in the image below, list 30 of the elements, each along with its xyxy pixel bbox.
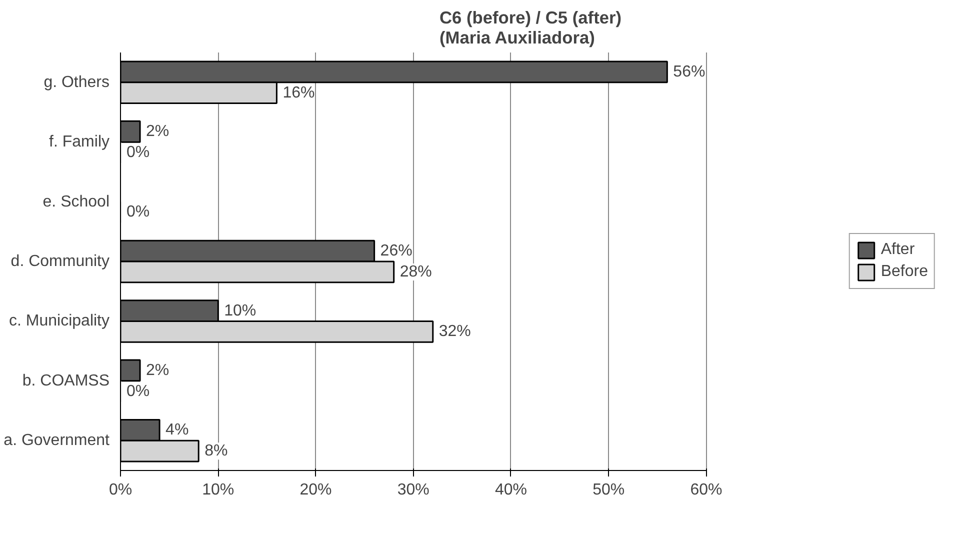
data-label: 28% — [400, 263, 432, 280]
data-label: 2% — [146, 123, 170, 140]
x-tick-label: 60% — [690, 482, 722, 498]
y-tick-label: b. COAMSS — [22, 372, 110, 390]
data-label: 2% — [146, 362, 170, 379]
data-label: 10% — [224, 302, 256, 320]
data-label: 0% — [126, 144, 150, 162]
y-tick-label: e. School — [42, 193, 110, 210]
x-tick-label: 30% — [397, 482, 430, 498]
x-tick-label: 20% — [300, 482, 332, 498]
legend-label: Before — [880, 263, 928, 281]
y-tick-label: f. Family — [49, 134, 110, 151]
y-tick-label: c. Municipality — [9, 312, 110, 330]
data-label: 56% — [673, 63, 706, 80]
y-tick-label: g. Others — [44, 74, 110, 91]
legend-label: After — [880, 241, 915, 259]
data-label: 32% — [438, 323, 471, 340]
y-tick-label: a. Government — [4, 432, 110, 450]
x-tick-label: 10% — [202, 482, 234, 498]
y-tick-label: d. Community — [10, 253, 110, 270]
data-label: 26% — [380, 242, 412, 260]
chart-title: C6 (before) / C5 (after) (Maria Auxiliadora) — [440, 8, 622, 48]
data-label: 0% — [126, 204, 150, 221]
data-label: 8% — [204, 442, 228, 460]
data-label: 4% — [166, 422, 189, 439]
data-label: 0% — [126, 382, 150, 400]
x-tick-label: 40% — [494, 482, 527, 498]
x-tick-label: 0% — [108, 482, 132, 498]
data-label: 16% — [282, 84, 315, 102]
x-tick-label: 50% — [592, 482, 625, 498]
